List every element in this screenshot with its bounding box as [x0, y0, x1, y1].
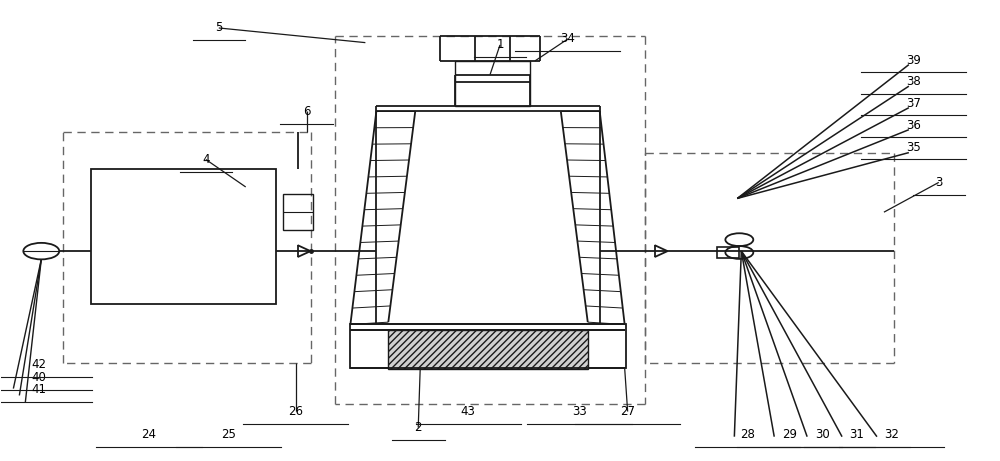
Text: 28: 28	[740, 428, 755, 441]
Text: 37: 37	[906, 97, 921, 110]
Text: 31: 31	[850, 428, 864, 441]
Text: 29: 29	[782, 428, 797, 441]
Text: 40: 40	[32, 371, 47, 384]
Text: 1: 1	[496, 38, 504, 52]
Text: 4: 4	[202, 153, 210, 166]
Text: 3: 3	[935, 176, 942, 189]
Bar	[388, 331, 588, 369]
Text: 24: 24	[141, 428, 156, 441]
Text: 41: 41	[32, 384, 47, 396]
Text: 34: 34	[560, 32, 575, 46]
Text: 6: 6	[303, 105, 310, 118]
Bar	[455, 61, 530, 106]
Text: 38: 38	[906, 75, 921, 88]
Text: 27: 27	[620, 405, 635, 418]
Text: 43: 43	[461, 405, 476, 418]
Text: 26: 26	[288, 405, 303, 418]
Text: 35: 35	[906, 141, 921, 154]
Text: 36: 36	[906, 118, 921, 131]
Text: 30: 30	[815, 428, 829, 441]
Text: 33: 33	[572, 405, 587, 418]
Bar	[283, 194, 313, 230]
Text: 5: 5	[215, 22, 222, 35]
Text: 32: 32	[884, 428, 899, 441]
Text: 25: 25	[221, 428, 236, 441]
Text: 42: 42	[32, 358, 47, 371]
Bar	[717, 247, 739, 258]
Bar	[350, 325, 626, 368]
Text: 2: 2	[414, 421, 422, 434]
Text: 39: 39	[906, 53, 921, 66]
Bar	[91, 169, 276, 304]
